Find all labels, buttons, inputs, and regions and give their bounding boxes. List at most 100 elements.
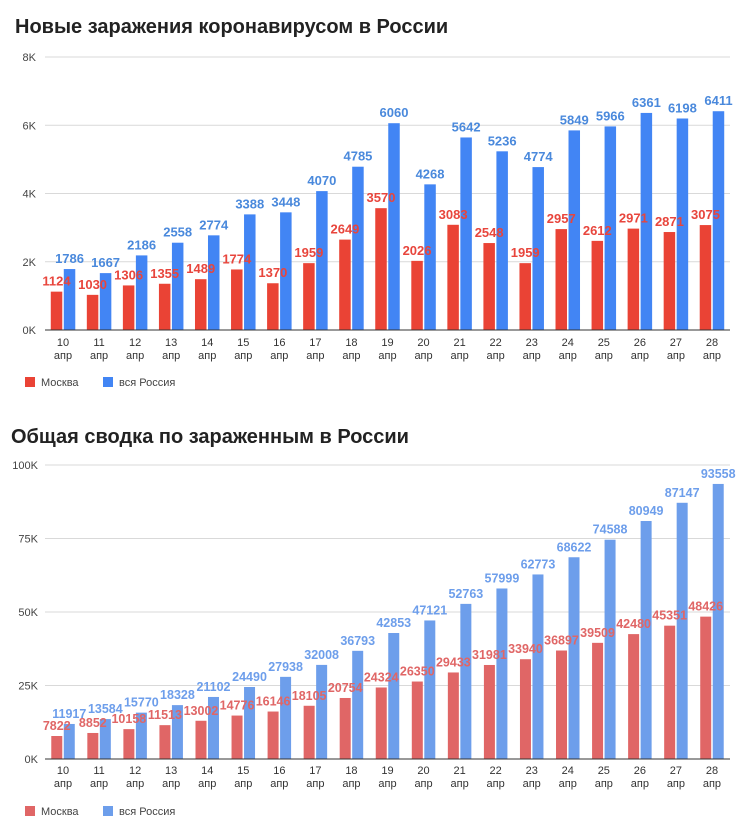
x-tick-label: 17 <box>309 765 321 777</box>
x-tick-label: апр <box>487 350 505 362</box>
data-label: 3083 <box>439 207 468 222</box>
data-label: 5642 <box>452 119 481 134</box>
y-tick-label: 4K <box>23 189 37 201</box>
data-label: 36897 <box>544 634 579 648</box>
data-label: 4268 <box>416 166 445 181</box>
x-tick-label: апр <box>595 350 613 362</box>
data-label: 1355 <box>150 266 179 281</box>
x-tick-label: апр <box>703 778 721 790</box>
bar <box>158 283 171 330</box>
data-label: 74588 <box>593 523 628 537</box>
legend: Москва вся Россия <box>25 806 175 818</box>
bar <box>532 167 544 330</box>
total-infections-chart: Общая сводка по зараженным в России 7822… <box>11 426 736 818</box>
legend-label-russia: вся Россия <box>119 377 175 389</box>
bar <box>664 625 676 759</box>
data-label: 62773 <box>521 557 556 571</box>
legend-label-moscow: Москва <box>41 806 79 818</box>
x-tick-label: апр <box>378 778 396 790</box>
bar <box>676 502 688 759</box>
data-label: 52763 <box>448 587 483 601</box>
data-label: 18105 <box>292 689 327 703</box>
x-tick-label: 28 <box>706 765 718 777</box>
bars <box>51 483 724 759</box>
data-label: 1306 <box>114 267 143 282</box>
bar <box>231 269 243 330</box>
bar <box>640 112 653 330</box>
bar <box>339 697 351 759</box>
x-tick-label: 10 <box>57 337 69 349</box>
bar <box>424 620 436 759</box>
x-tick-label: апр <box>270 350 288 362</box>
data-label: 15770 <box>124 696 159 710</box>
bar <box>375 208 387 330</box>
bar <box>171 705 183 759</box>
data-label: 2558 <box>163 225 192 240</box>
x-tick-label: апр <box>523 778 541 790</box>
x-tick-label: апр <box>703 350 721 362</box>
new-infections-chart: Новые заражения коронавирусом в России 1… <box>15 16 733 389</box>
data-label: 2971 <box>619 211 648 226</box>
x-tick-label: апр <box>162 350 180 362</box>
bar <box>628 634 640 759</box>
data-label: 4070 <box>307 173 336 188</box>
bar <box>388 633 400 759</box>
y-tick-label: 0K <box>25 754 39 766</box>
x-tick-label: апр <box>487 778 505 790</box>
x-tick-label: 15 <box>237 337 249 349</box>
data-label: 6361 <box>632 95 661 110</box>
x-tick-label: 27 <box>670 765 682 777</box>
x-tick-label: апр <box>595 778 613 790</box>
grid <box>45 56 730 263</box>
data-label: 11917 <box>52 707 86 721</box>
bar <box>63 269 76 330</box>
x-tick-label: 18 <box>345 337 357 349</box>
y-tick-label: 8K <box>23 52 37 64</box>
x-tick-label: апр <box>126 350 144 362</box>
bar <box>99 719 111 759</box>
data-label: 42853 <box>376 616 411 630</box>
bar <box>627 228 640 330</box>
data-label: 2548 <box>475 225 504 240</box>
data-label: 2957 <box>547 211 576 226</box>
bar <box>195 720 207 759</box>
x-tick-label: 14 <box>201 337 213 349</box>
y-tick-label: 100K <box>12 460 38 472</box>
bar <box>159 725 171 759</box>
bar <box>87 732 99 759</box>
x-tick-label: 16 <box>273 765 285 777</box>
data-label: 4774 <box>524 149 554 164</box>
bar <box>555 229 568 330</box>
data-label: 1786 <box>55 251 84 266</box>
bar <box>280 212 292 330</box>
data-label: 13584 <box>88 702 123 716</box>
x-tick-label: 18 <box>345 765 357 777</box>
bar <box>712 111 725 330</box>
legend-swatch-moscow <box>25 806 35 816</box>
x-tick-label: апр <box>54 778 72 790</box>
data-label: 24324 <box>364 670 399 684</box>
bar <box>339 239 351 330</box>
x-tick-label: 14 <box>201 765 213 777</box>
x-tick-label: 26 <box>634 765 646 777</box>
data-label: 47121 <box>412 603 447 617</box>
x-tick-label: 11 <box>93 765 104 777</box>
bar <box>171 242 184 330</box>
bar <box>496 151 508 330</box>
x-tick-label: 22 <box>490 337 502 349</box>
data-label: 1959 <box>294 245 323 260</box>
bar <box>231 715 243 759</box>
x-tick-label: 17 <box>309 337 321 349</box>
data-label: 1774 <box>222 251 252 266</box>
y-tick-label: 25K <box>18 681 38 693</box>
data-label: 5236 <box>488 133 517 148</box>
x-tick-label: апр <box>414 778 432 790</box>
data-label: 2026 <box>403 243 432 258</box>
x-tick-label: апр <box>631 350 649 362</box>
y-tick-label: 2K <box>23 257 37 269</box>
data-label: 2612 <box>583 223 612 238</box>
data-label: 2649 <box>330 222 359 237</box>
data-label: 3388 <box>235 196 264 211</box>
x-tick-label: 12 <box>129 765 141 777</box>
